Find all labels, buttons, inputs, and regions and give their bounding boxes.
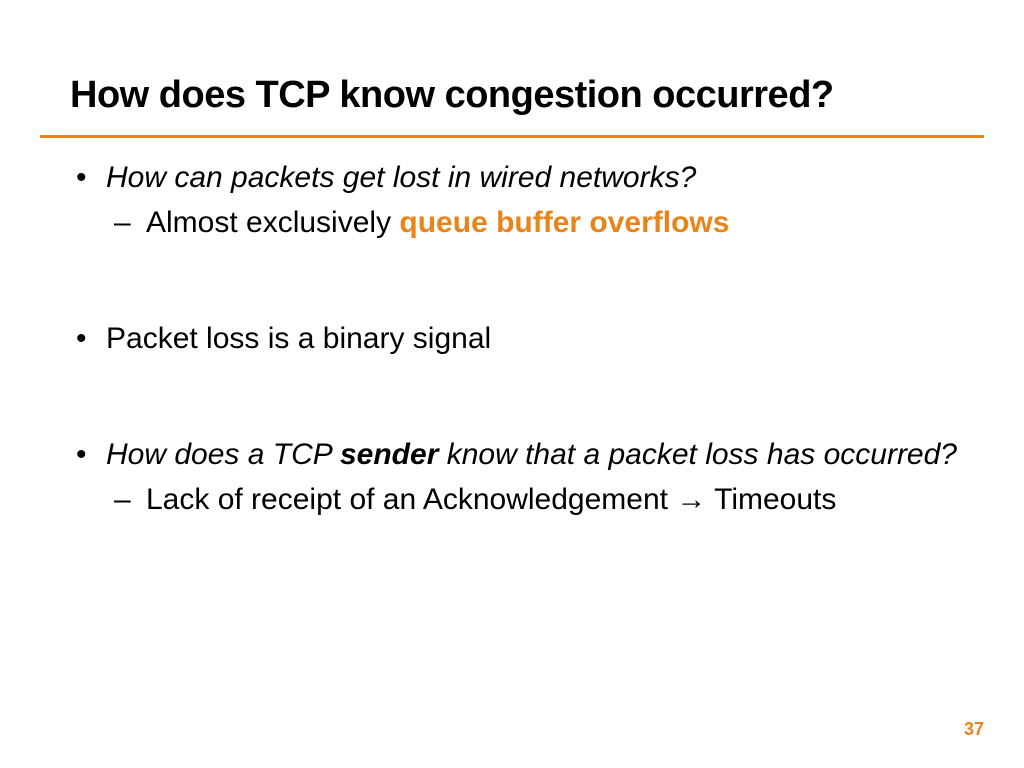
bullet-text: Packet loss is a binary signal: [106, 322, 491, 355]
q-pre: How does a TCP: [106, 438, 340, 471]
sub-text: Almost exclusively: [146, 206, 399, 239]
sub-item: Lack of receipt of an Acknowledgement → …: [106, 481, 964, 519]
sub-list: Lack of receipt of an Acknowledgement → …: [106, 481, 964, 519]
bullet-list: How can packets get lost in wired networ…: [70, 160, 964, 519]
bullet-item: How can packets get lost in wired networ…: [70, 160, 964, 242]
bullet-item: How does a TCP sender know that a packet…: [70, 437, 964, 519]
bullet-question: How can packets get lost in wired networ…: [106, 161, 696, 194]
sub-item: Almost exclusively queue buffer overflow…: [106, 204, 964, 242]
slide-body: How can packets get lost in wired networ…: [0, 138, 1024, 519]
q-post: know that a packet loss has occurred?: [438, 438, 957, 471]
bullet-question: How does a TCP sender know that a packet…: [106, 438, 957, 471]
q-bold: sender: [340, 438, 438, 471]
page-number: 37: [964, 719, 984, 740]
slide: How does TCP know congestion occurred? H…: [0, 0, 1024, 768]
sub-list: Almost exclusively queue buffer overflow…: [106, 204, 964, 242]
sub-accent: queue buffer overflows: [399, 206, 729, 239]
slide-title: How does TCP know congestion occurred?: [0, 0, 1024, 135]
sub-text-suffix: Timeouts: [706, 483, 836, 516]
arrow-icon: →: [676, 483, 706, 516]
sub-text: Lack of receipt of an Acknowledgement: [146, 483, 676, 516]
bullet-item: Packet loss is a binary signal: [70, 321, 964, 357]
